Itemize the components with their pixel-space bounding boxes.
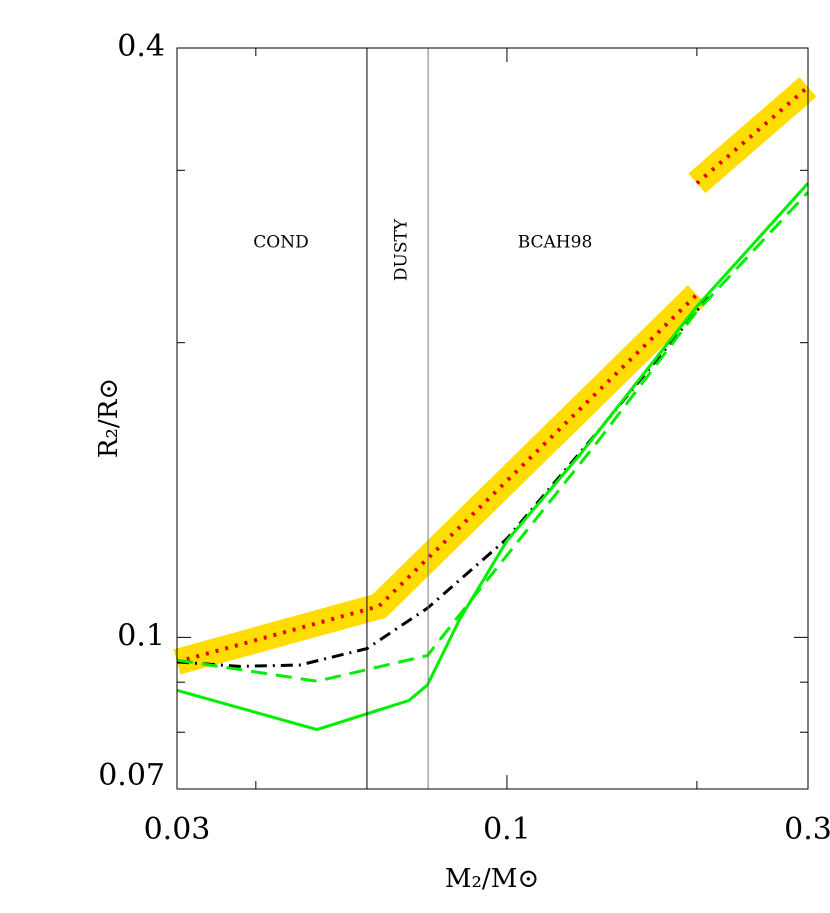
plot-frame <box>176 47 809 790</box>
x-tick-label: 0.03 <box>144 812 211 847</box>
y-axis-label: R₂/R⊙ <box>94 378 124 458</box>
line <box>176 85 810 664</box>
x-tick-label: 0.3 <box>784 812 830 847</box>
line <box>176 182 810 732</box>
y-tick-label: 0.07 <box>98 758 165 793</box>
x-tick-label: 0.1 <box>483 812 531 847</box>
x-axis-label: M₂/M⊙ <box>445 864 539 894</box>
line <box>176 191 810 683</box>
region-label: COND <box>253 233 308 253</box>
region-label: DUSTY <box>392 218 412 281</box>
y-tick-label: 0.1 <box>117 618 165 653</box>
y-tick-label: 0.4 <box>117 29 165 64</box>
region-label: BCAH98 <box>518 233 593 253</box>
